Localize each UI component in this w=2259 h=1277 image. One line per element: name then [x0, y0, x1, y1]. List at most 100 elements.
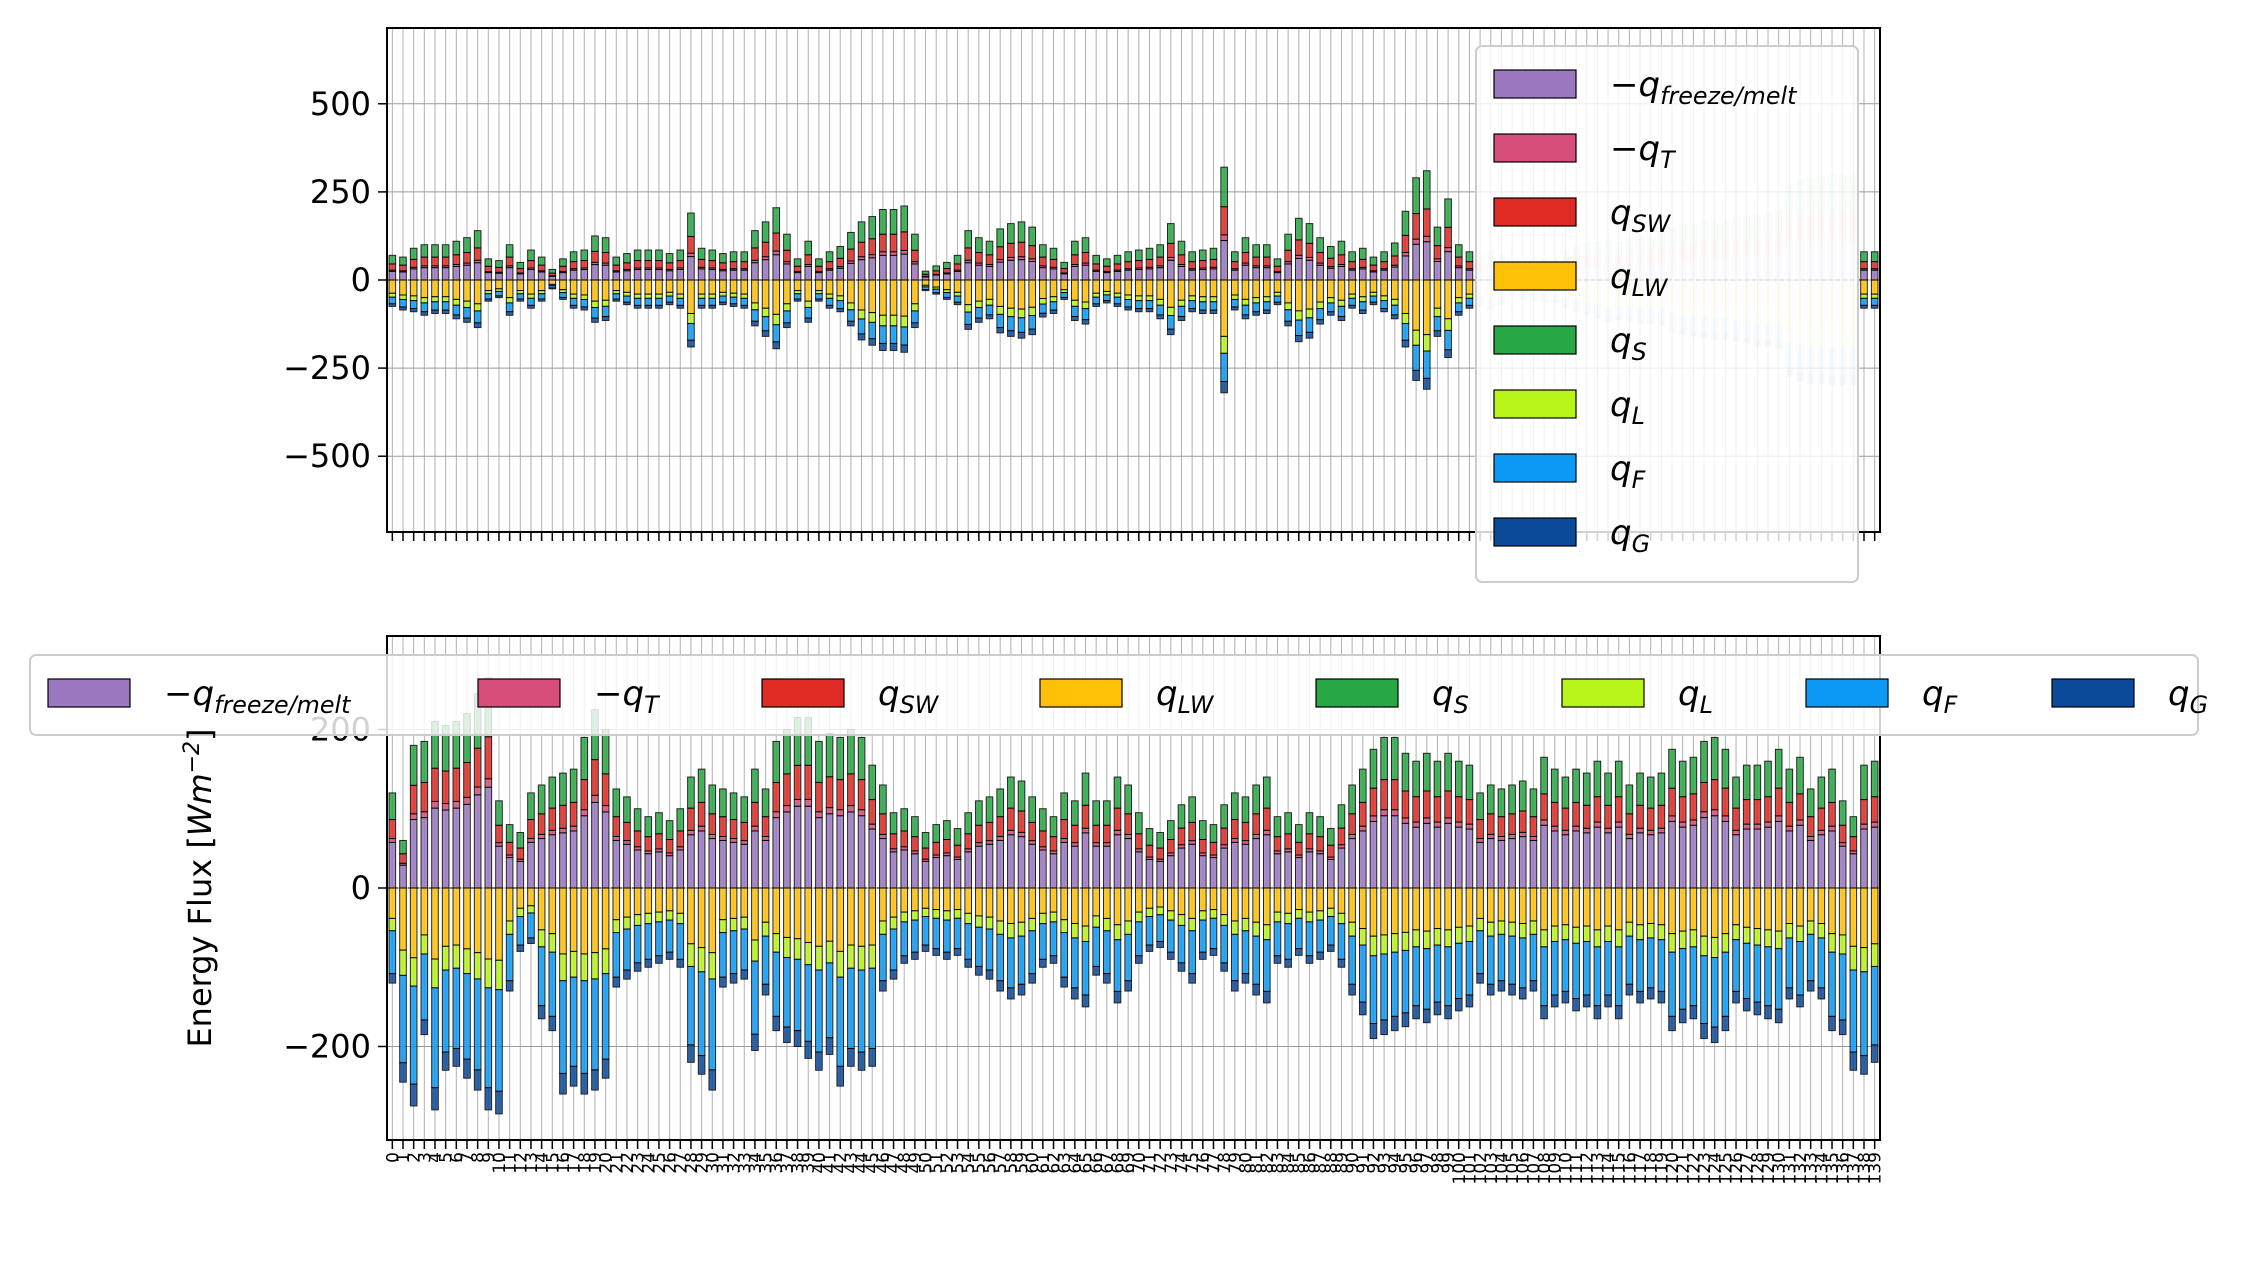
bar-segment-freeze_melt	[665, 270, 674, 281]
bar-segment-qS	[1412, 760, 1420, 798]
bar-segment-freeze_melt	[1369, 820, 1378, 889]
bar-segment-qSW	[1732, 807, 1740, 831]
bar-segment-qLW	[452, 887, 461, 946]
bar-segment-qLW	[655, 887, 663, 913]
bar-segment-qSW	[836, 779, 845, 811]
bar-segment-freeze_melt	[559, 272, 567, 281]
bar-segment-qG	[1188, 973, 1196, 984]
bar-segment-qS	[1710, 736, 1719, 781]
bar-segment-qS	[1817, 776, 1826, 809]
bar-segment-qL	[975, 915, 983, 928]
bar-segment-qS	[655, 812, 663, 835]
bar-segment-qSW	[569, 261, 578, 270]
bar-segment-qL	[431, 958, 439, 989]
bar-segment-qL	[1518, 923, 1527, 939]
bar-segment-qF	[399, 974, 407, 1064]
bar-segment-freeze_melt	[836, 267, 845, 281]
x-tick-label: 83	[1268, 1152, 1288, 1174]
bar-segment-qSW	[1145, 844, 1154, 858]
bar-segment-qLW	[815, 279, 823, 292]
bar-segment-qS	[676, 249, 685, 262]
legend-label: −qfreeze/melt	[1610, 65, 1798, 110]
bar-segment-qL	[1273, 291, 1282, 297]
bar-segment-qF	[783, 310, 791, 324]
bar-segment-qS	[1177, 240, 1186, 256]
bar-segment-qS	[1071, 240, 1079, 256]
bar-segment-qF	[921, 916, 930, 946]
bar-segment-qG	[537, 298, 546, 302]
x-tick-label: 85	[1290, 1152, 1310, 1174]
bar-segment-qLW	[761, 279, 770, 309]
bar-segment-qLW	[1518, 887, 1527, 925]
x-tick-label: 66	[1087, 1152, 1107, 1174]
bar-segment-qG	[505, 311, 514, 316]
bar-segment-qSW	[889, 233, 898, 253]
bar-segment-qL	[409, 957, 418, 987]
bar-segment-qF	[463, 973, 471, 1060]
bar-segment-qF	[1422, 948, 1431, 1010]
bar-segment-qL	[1860, 293, 1868, 299]
bar-segment-qS	[399, 839, 407, 855]
bar-segment-qSW	[431, 256, 439, 267]
bar-segment-freeze_melt	[751, 830, 759, 889]
x-tick-label: 57	[991, 1152, 1011, 1174]
bar-segment-qG	[996, 327, 1005, 334]
bar-segment-qS	[911, 816, 919, 838]
legend-swatch	[1493, 133, 1577, 163]
bar-segment-qL	[964, 912, 973, 925]
bar-segment-qS	[889, 209, 898, 235]
bar-segment-qF	[1433, 944, 1442, 1003]
x-tick-label: 139	[1866, 1152, 1886, 1184]
bar-segment-qLW	[420, 279, 429, 299]
bar-segment-qG	[1273, 955, 1282, 964]
bar-segment-freeze_melt	[1017, 259, 1026, 281]
bar-segment-qSW	[665, 839, 674, 854]
bar-segment-qF	[1529, 933, 1538, 982]
x-tick-label: 125	[1716, 1152, 1736, 1184]
bar-segment-qSW	[1262, 807, 1271, 831]
bar-segment-qLW	[1007, 887, 1015, 925]
bar-segment-qL	[580, 294, 589, 300]
bar-segment-qF	[1508, 935, 1516, 985]
bar-segment-qLW	[1476, 887, 1484, 919]
bar-segment-qLW	[1636, 887, 1644, 926]
bar-segment-qF	[1273, 295, 1282, 303]
bar-segment-freeze_melt	[1199, 855, 1207, 889]
bar-segment-qF	[1497, 933, 1506, 982]
bar-segment-qF	[943, 919, 951, 953]
bar-segment-qS	[1337, 240, 1346, 256]
legend-swatch	[761, 678, 845, 708]
legend-swatch	[1561, 678, 1645, 708]
bar-segment-qS	[1774, 748, 1783, 789]
bar-segment-qSW	[1454, 256, 1463, 267]
bar-segment-qL	[1796, 925, 1804, 942]
bar-segment-qG	[1732, 990, 1740, 1004]
bar-segment-qL	[633, 293, 642, 299]
bar-segment-qL	[623, 916, 631, 930]
bar-segment-qG	[953, 301, 962, 306]
bar-segment-qF	[537, 946, 546, 1007]
bar-segment-qG	[804, 1040, 813, 1059]
bar-segment-qS	[975, 237, 983, 254]
bar-segment-qG	[1401, 339, 1410, 348]
bar-segment-qL	[729, 292, 738, 298]
bar-segment-qT	[1742, 823, 1751, 830]
legend-label: qLW	[1156, 674, 1215, 719]
bar-segment-qL	[1465, 925, 1474, 942]
bar-segment-qLW	[548, 279, 557, 285]
bar-segment-qSW	[1657, 804, 1666, 829]
bar-segment-qSW	[900, 231, 909, 251]
x-tick-label: 101	[1460, 1152, 1480, 1184]
bar-segment-qS	[1444, 198, 1452, 228]
x-tick-label: 56	[981, 1152, 1001, 1174]
top-axes-frame	[386, 27, 1881, 533]
bar-segment-qLW	[1305, 279, 1314, 310]
bar-segment-qG	[964, 323, 973, 330]
bar-segment-qS	[1785, 768, 1794, 803]
x-tick-label: 133	[1802, 1152, 1822, 1184]
bar-segment-qS	[1614, 760, 1623, 798]
bar-segment-qSW	[1017, 241, 1026, 258]
bar-segment-qSW	[697, 801, 706, 827]
bar-segment-qG	[1678, 1008, 1687, 1024]
